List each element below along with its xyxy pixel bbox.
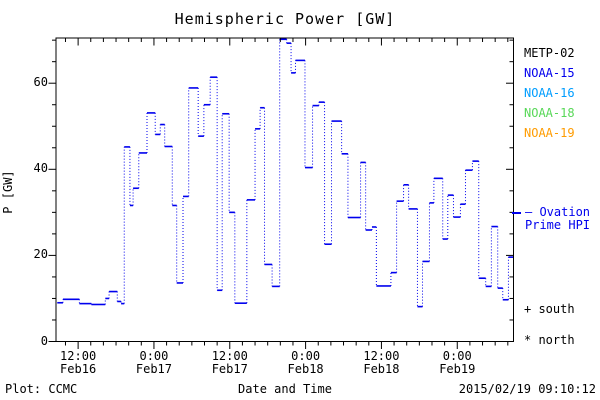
legend-ovation-prime: — Ovation Prime HPI xyxy=(512,206,600,232)
legend-item-noaa15: NOAA-15 xyxy=(524,66,575,80)
x-tick-label-Feb16-12:00: 12:00 Feb16 xyxy=(60,349,97,376)
x-tick-label-Feb19-0:00: 0:00 Feb19 xyxy=(439,349,476,376)
legend-ovation-line2: Prime HPI xyxy=(525,218,591,232)
x-tick-label-Feb18-0:00: 0:00 Feb18 xyxy=(287,349,324,376)
legend-item-noaa16: NOAA-16 xyxy=(524,86,575,100)
y-tick-label-40: 40 xyxy=(33,161,48,176)
legend-marker-south: + south xyxy=(524,302,575,316)
y-tick-label-60: 60 xyxy=(33,75,48,90)
legend-line-sample-icon xyxy=(512,211,521,214)
legend-ovation-line1: — Ovation xyxy=(525,205,591,219)
x-tick-label-Feb17-0:00: 0:00 Feb17 xyxy=(135,349,172,376)
y-tick-label-0: 0 xyxy=(40,333,48,348)
legend-item-noaa18: NOAA-18 xyxy=(524,106,575,120)
axis-frame xyxy=(48,37,514,349)
legend-marker-north: * north xyxy=(524,333,575,347)
y-tick-label-20: 20 xyxy=(33,247,48,262)
plot-credit: Plot: CCMC xyxy=(5,382,78,396)
legend-item-noaa19: NOAA-19 xyxy=(524,126,575,140)
x-tick-label-Feb18-12:00: 12:00 Feb18 xyxy=(363,349,400,376)
y-axis-title: P [GW] xyxy=(1,170,15,214)
x-axis-title: Date and Time xyxy=(238,382,332,396)
page-title: Hemispheric Power [GW] xyxy=(174,10,396,28)
legend-item-metp02: METP-02 xyxy=(524,46,575,60)
x-tick-label-Feb17-12:00: 12:00 Feb17 xyxy=(211,349,248,376)
timestamp: 2015/02/19 09:10:12 xyxy=(458,382,596,396)
noaa15-step-curve xyxy=(57,38,514,308)
